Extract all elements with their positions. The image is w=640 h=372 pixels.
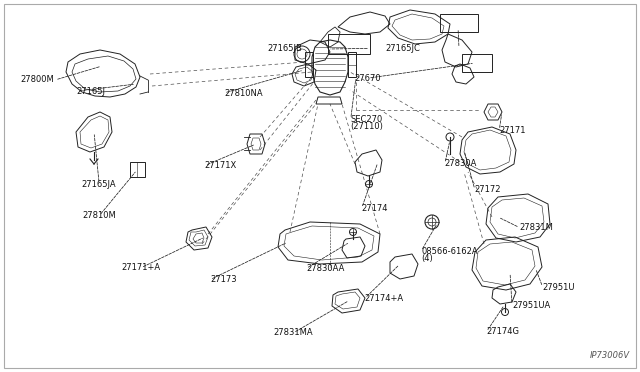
Text: 27171: 27171 <box>499 126 525 135</box>
Text: 27172: 27172 <box>475 185 501 194</box>
Text: (4): (4) <box>421 254 433 263</box>
Text: IP73006V: IP73006V <box>590 351 630 360</box>
Text: 27165J: 27165J <box>77 87 106 96</box>
Text: 27830A: 27830A <box>445 159 477 168</box>
Text: 27830AA: 27830AA <box>306 264 344 273</box>
Text: 27171X: 27171X <box>205 161 237 170</box>
Text: 27831MA: 27831MA <box>273 328 313 337</box>
Text: SEC270: SEC270 <box>351 115 383 124</box>
Text: 27831M: 27831M <box>520 223 554 232</box>
Text: 27165JC: 27165JC <box>386 44 420 53</box>
Text: (27110): (27110) <box>351 122 383 131</box>
Text: 27171+A: 27171+A <box>121 263 161 272</box>
Text: 27174: 27174 <box>362 204 388 213</box>
Text: 27165JA: 27165JA <box>82 180 116 189</box>
Text: 27165JB: 27165JB <box>268 44 302 53</box>
Text: 27810M: 27810M <box>83 211 116 220</box>
Text: 27951UA: 27951UA <box>512 301 550 310</box>
Text: 27810NA: 27810NA <box>224 89 262 97</box>
Text: 27800M: 27800M <box>20 76 54 84</box>
Text: 27174G: 27174G <box>486 327 520 336</box>
Text: 08566-6162A: 08566-6162A <box>421 247 477 256</box>
Text: 27670: 27670 <box>355 74 381 83</box>
Text: 27173: 27173 <box>210 275 237 284</box>
Text: 27174+A: 27174+A <box>365 294 404 303</box>
Text: 27951U: 27951U <box>543 283 575 292</box>
